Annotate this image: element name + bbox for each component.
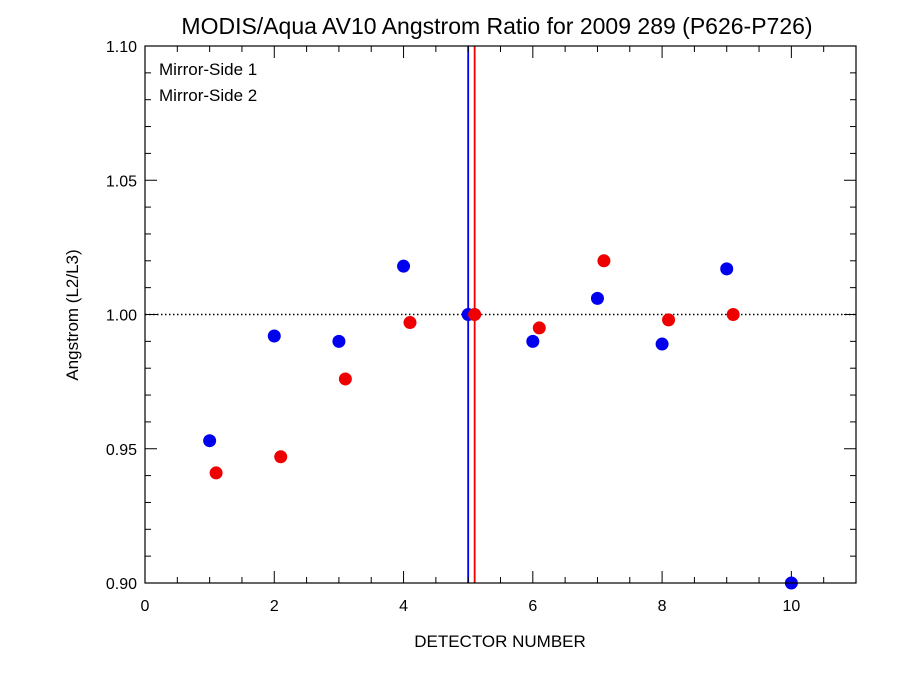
plot-guides [145,46,856,583]
plot-frame [144,45,857,584]
series-2-point [532,321,546,335]
series-1-point [203,434,217,448]
series-2-point [597,254,611,268]
series-2-point [338,372,352,386]
data-points [203,254,798,590]
x-axis-label: DETECTOR NUMBER [414,632,586,651]
series-1-point [526,334,540,348]
y-tick-label: 1.10 [106,39,137,56]
y-tick-label: 0.90 [106,576,137,593]
series-1-point [332,334,346,348]
series-1-point [590,291,604,305]
y-tick-label: 0.95 [106,442,137,459]
series-1-point [720,262,734,276]
x-tick-label: 8 [658,598,667,615]
x-tick-label: 4 [399,598,408,615]
series-2-point [274,450,288,464]
series-1-point [397,259,411,273]
x-tick-label: 10 [782,598,800,615]
series-2-point [468,308,482,321]
series-1-point [267,329,281,343]
x-tick-label: 0 [141,598,150,615]
y-axis-label: Angstrom (L2/L3) [63,249,82,380]
y-tick-label: 1.05 [106,173,137,190]
series-2-point [662,313,676,327]
y-tick-label: 1.00 [106,308,137,325]
series-2-point [209,466,223,480]
x-tick-label: 6 [528,598,537,615]
legend: Mirror-Side 1 Mirror-Side 2 [159,60,257,105]
legend-entry-2: Mirror-Side 2 [159,86,257,105]
x-tick-label: 2 [270,598,279,615]
series-2-point [403,316,417,330]
series-2-point [726,308,740,321]
axis-ticks: 0 2 4 6 8 10 0.90 0.95 1.00 1.05 1.10 [106,39,857,615]
series-1-point [655,337,669,351]
legend-entry-1: Mirror-Side 1 [159,60,257,79]
chart-title: MODIS/Aqua AV10 Angstrom Ratio for 2009 … [181,13,812,39]
